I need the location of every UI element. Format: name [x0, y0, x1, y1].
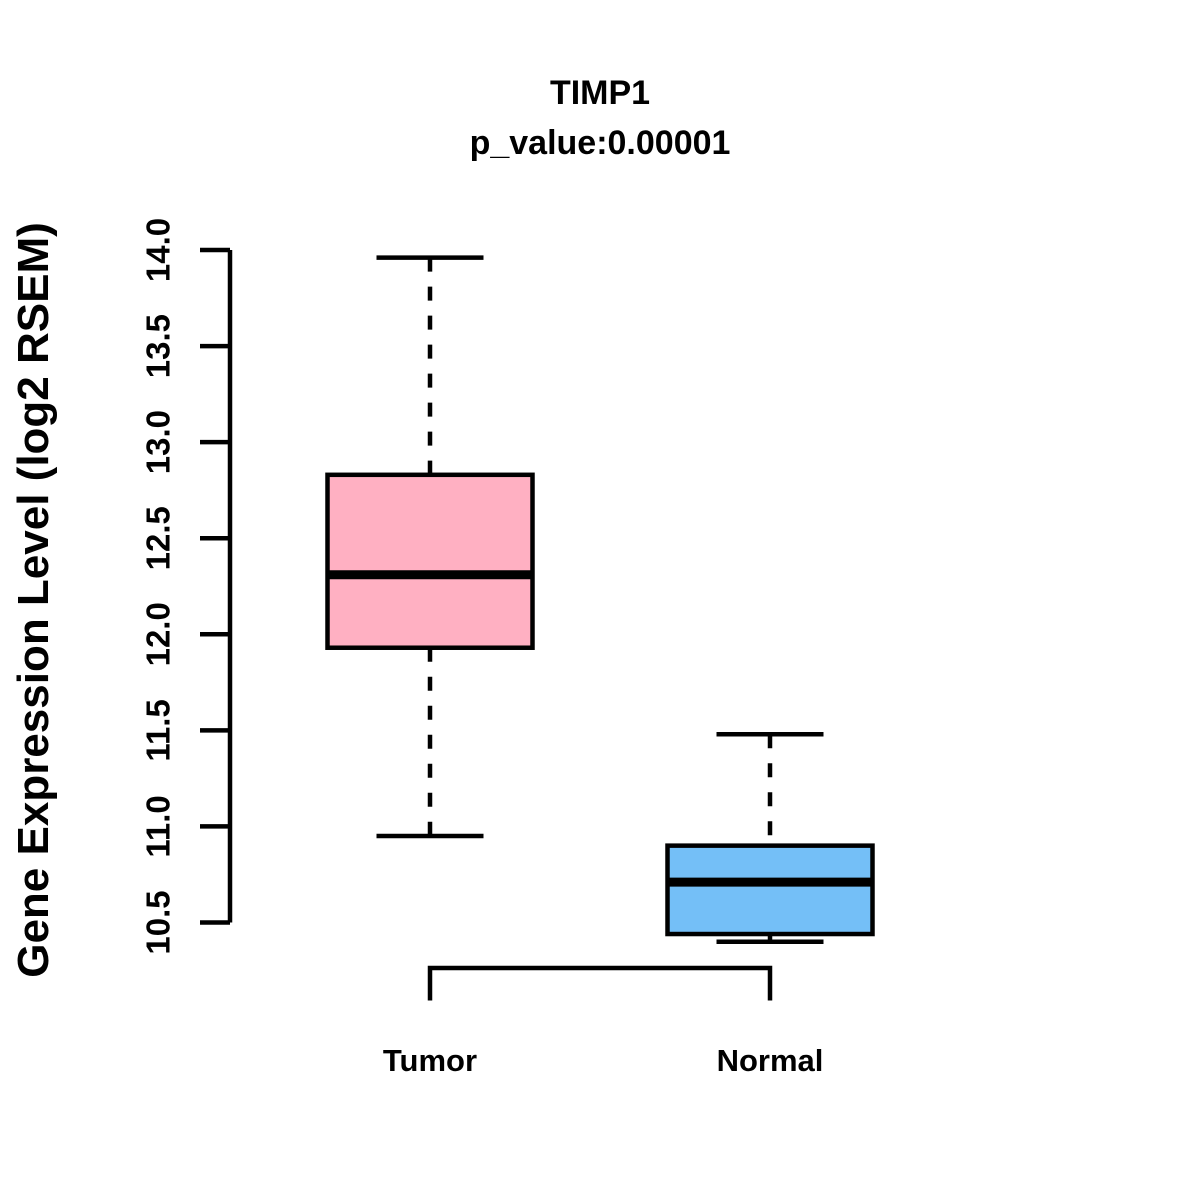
y-tick-label: 12.5 — [140, 506, 177, 570]
chart-title-block: TIMP1 p_value:0.00001 — [200, 68, 1000, 168]
y-axis-label: Gene Expression Level (log2 RSEM) — [9, 222, 58, 978]
y-tick-label: 13.0 — [140, 410, 177, 474]
y-tick-label: 12.0 — [140, 602, 177, 666]
tumor-box — [325, 472, 535, 650]
y-tick-label: 13.5 — [140, 314, 177, 378]
y-tick-label: 14.0 — [140, 218, 177, 282]
chart-subtitle-pvalue: p_value:0.00001 — [469, 124, 731, 162]
x-axis-bracket — [427, 965, 773, 1001]
y-tick-label: 11.0 — [140, 795, 177, 857]
category-label-tumor: Tumor — [383, 1043, 477, 1078]
y-tick-label: 10.5 — [140, 890, 177, 954]
category-label-normal: Normal — [717, 1043, 824, 1078]
normal-box — [665, 843, 875, 937]
chart-title: TIMP1 — [549, 74, 651, 112]
y-tick-label: 11.5 — [140, 699, 177, 761]
